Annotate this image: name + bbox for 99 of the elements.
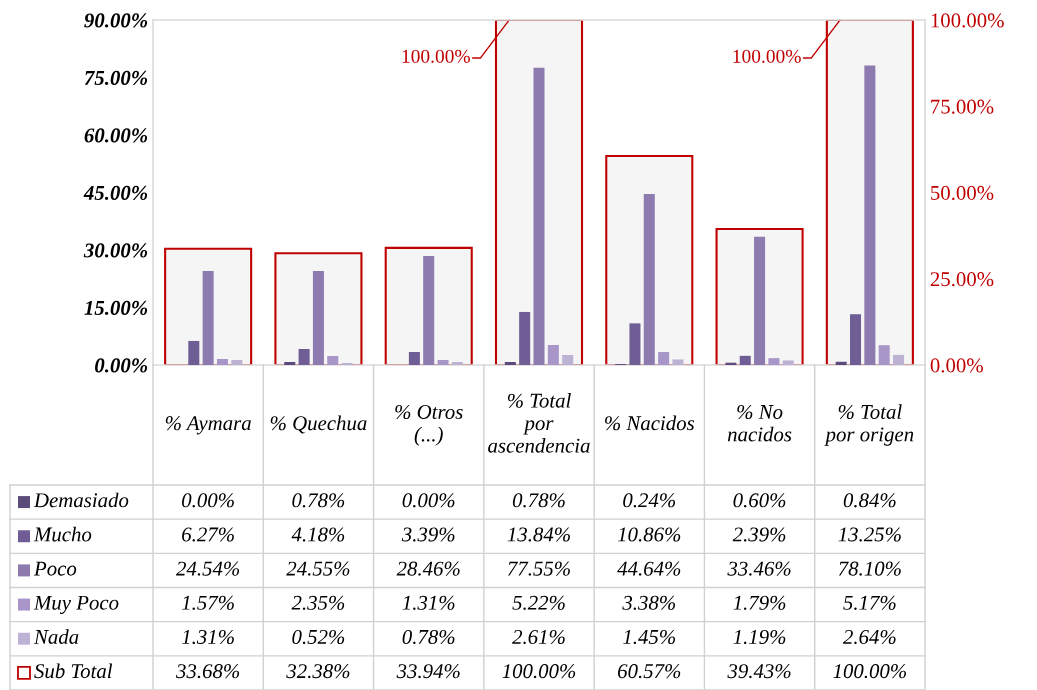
bar bbox=[547, 344, 559, 365]
data-label: 0.78% bbox=[512, 493, 565, 508]
x-tick-label: % Total por ascendencia bbox=[488, 393, 590, 453]
legend-label: Sub Total bbox=[34, 663, 113, 679]
data-label: 24.54% bbox=[176, 561, 240, 576]
y-tick-label: 45.00% bbox=[83, 185, 148, 201]
bar bbox=[284, 362, 296, 365]
annotation: 100.00% bbox=[733, 49, 801, 63]
bar bbox=[504, 362, 516, 365]
data-label: 24.55% bbox=[286, 561, 350, 576]
bar bbox=[672, 359, 684, 365]
data-label: 33.68% bbox=[176, 664, 240, 679]
bar bbox=[893, 354, 905, 365]
data-label: 0.84% bbox=[843, 493, 896, 508]
data-label: 13.25% bbox=[838, 527, 901, 542]
bar bbox=[658, 352, 670, 365]
legend-label: Mucho bbox=[33, 526, 92, 542]
bar bbox=[768, 358, 780, 365]
y2-tick-label: 50.00% bbox=[931, 185, 994, 201]
data-label: 78.10% bbox=[838, 561, 901, 576]
bar bbox=[629, 323, 641, 365]
y2-tick-label: 25.00% bbox=[930, 272, 994, 287]
data-label: 2.35% bbox=[291, 595, 345, 610]
data-label: 5.17% bbox=[843, 595, 896, 610]
bar bbox=[202, 270, 214, 365]
data-label: 1.19% bbox=[733, 629, 786, 645]
data-label: 5.22% bbox=[512, 595, 565, 610]
bar bbox=[850, 314, 862, 365]
data-label: 0.00% bbox=[182, 493, 234, 508]
bar bbox=[423, 255, 435, 365]
y-tick-label: 30.00% bbox=[83, 243, 148, 258]
data-label: 13.84% bbox=[507, 527, 570, 542]
bar bbox=[312, 270, 324, 365]
data-label: 4.18% bbox=[291, 527, 345, 542]
y2-tick-label: 75.00% bbox=[931, 99, 994, 114]
data-label: 1.45% bbox=[623, 629, 675, 645]
y-tick-label: 0.00% bbox=[95, 358, 148, 373]
bar bbox=[451, 362, 463, 365]
data-label: 32.38% bbox=[286, 664, 350, 679]
data-label: 6.27% bbox=[182, 527, 234, 542]
data-label: 28.46% bbox=[396, 561, 460, 576]
bar bbox=[835, 361, 847, 365]
bar bbox=[533, 67, 545, 365]
data-label: 1.57% bbox=[181, 595, 234, 610]
bar bbox=[782, 360, 794, 365]
data-label: 0.60% bbox=[733, 493, 786, 508]
y-tick-label: 15.00% bbox=[84, 300, 148, 316]
data-label: 2.64% bbox=[842, 629, 896, 645]
bar bbox=[188, 340, 200, 365]
data-label: 0.00% bbox=[402, 493, 455, 508]
y2-tick-label: 0.00% bbox=[930, 358, 983, 373]
bar bbox=[408, 352, 420, 365]
bar bbox=[754, 236, 766, 365]
data-label: 2.61% bbox=[512, 629, 565, 645]
y-tick-label: 75.00% bbox=[84, 70, 148, 86]
data-label: 3.39% bbox=[401, 527, 455, 542]
data-label: 1.31% bbox=[402, 595, 455, 610]
bar bbox=[739, 355, 751, 365]
data-label: 1.79% bbox=[733, 595, 786, 610]
bar bbox=[216, 358, 228, 365]
legend-label: Demasiado bbox=[33, 492, 129, 508]
bar bbox=[327, 355, 339, 365]
data-label: 0.78% bbox=[402, 629, 455, 645]
legend-label: Poco bbox=[33, 561, 77, 576]
bar bbox=[298, 348, 310, 365]
data-label: 44.64% bbox=[617, 561, 681, 576]
legend-label: Muy Poco bbox=[33, 595, 119, 615]
y-tick-label: 60.00% bbox=[84, 128, 148, 143]
data-label: 0.24% bbox=[623, 493, 675, 508]
x-tick-label: % Otros (...) bbox=[395, 404, 463, 446]
x-tick-label: % Nacidos bbox=[605, 415, 695, 431]
legend-label: Nada bbox=[33, 629, 79, 644]
x-tick-label: % No nacidos bbox=[727, 404, 792, 442]
data-label: 100.00% bbox=[502, 664, 576, 679]
bar bbox=[643, 193, 655, 365]
bar bbox=[231, 359, 243, 365]
data-label: 60.57% bbox=[618, 664, 681, 679]
bar bbox=[864, 65, 876, 365]
data-label: 100.00% bbox=[833, 664, 906, 679]
data-label: 77.55% bbox=[508, 561, 570, 576]
bar bbox=[519, 311, 531, 365]
y-tick-label: 90.00% bbox=[84, 13, 148, 28]
data-label: 33.94% bbox=[396, 664, 460, 679]
annotation: 100.00% bbox=[402, 49, 470, 63]
x-tick-label: % Total por origen bbox=[824, 404, 914, 446]
data-label: 0.52% bbox=[292, 629, 345, 645]
data-label: 1.31% bbox=[181, 629, 234, 645]
bar bbox=[562, 355, 574, 365]
x-tick-label: % Aymara bbox=[165, 416, 251, 435]
data-label: 39.43% bbox=[727, 664, 791, 679]
bar bbox=[437, 359, 449, 365]
bar bbox=[878, 345, 890, 365]
data-label: 2.39% bbox=[732, 527, 786, 542]
y2-tick-label: 100.00% bbox=[931, 13, 1004, 28]
data-label: 33.46% bbox=[727, 561, 791, 576]
data-label: 3.38% bbox=[622, 595, 675, 610]
data-label: 0.78% bbox=[292, 493, 345, 508]
data-label: 10.86% bbox=[617, 527, 681, 542]
x-tick-label: % Quechua bbox=[270, 415, 367, 434]
